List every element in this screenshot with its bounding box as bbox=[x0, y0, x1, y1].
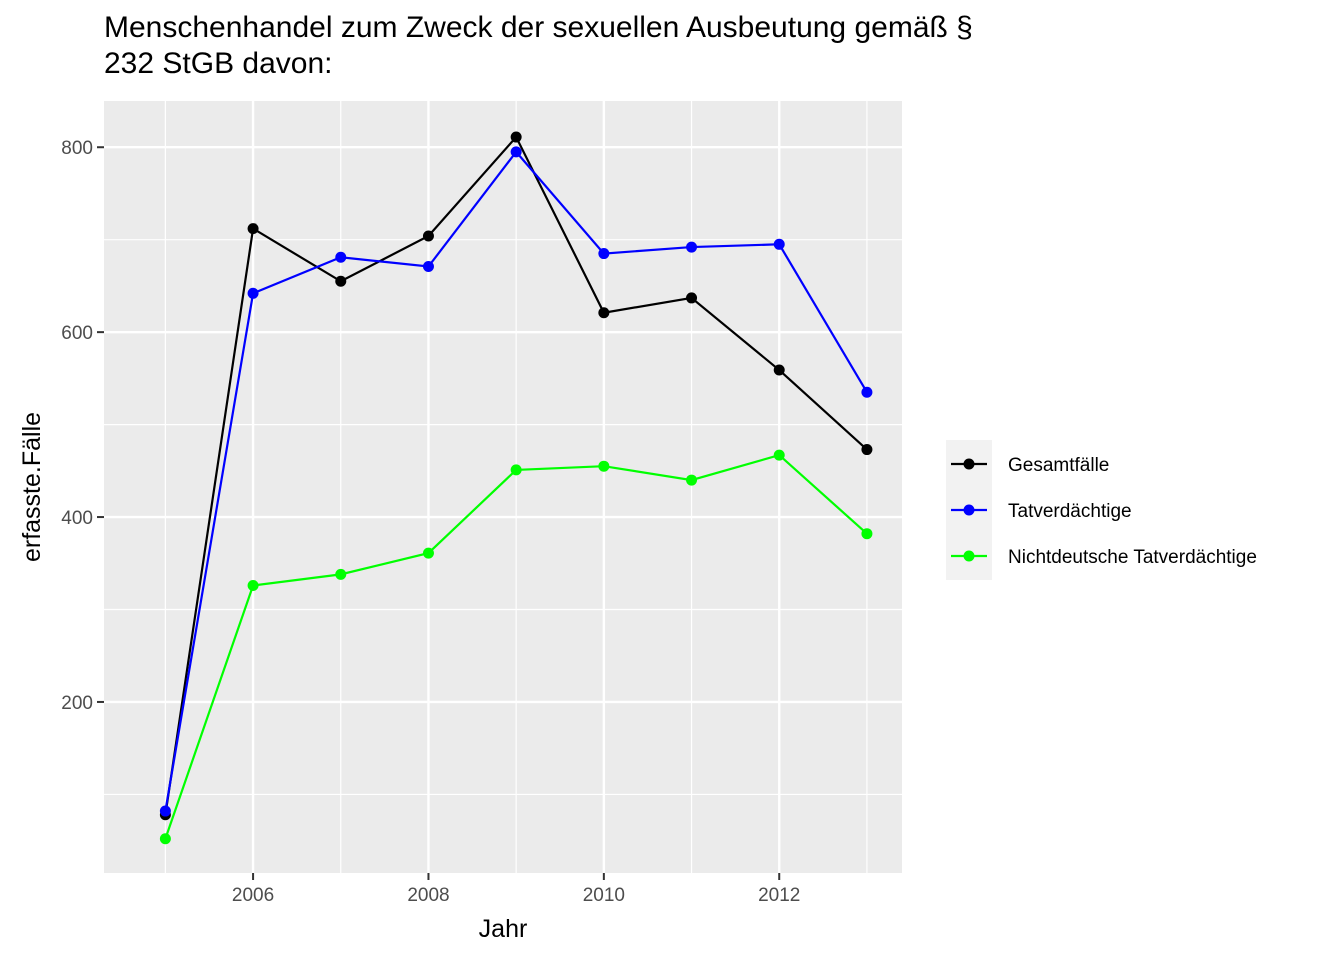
y-axis-title: erfasste.Fälle bbox=[18, 412, 46, 562]
data-point bbox=[598, 460, 610, 472]
data-point bbox=[686, 292, 698, 304]
data-point bbox=[247, 287, 259, 299]
y-tick-label: 600 bbox=[61, 323, 93, 344]
data-point bbox=[335, 251, 347, 263]
data-point bbox=[861, 386, 873, 398]
series-2 bbox=[159, 449, 873, 845]
chart-title: Menschenhandel zum Zweck der sexuellen A… bbox=[104, 11, 973, 80]
data-point bbox=[159, 805, 171, 817]
x-tick-label: 2006 bbox=[232, 885, 274, 906]
y-tick-label: 400 bbox=[61, 508, 93, 529]
data-point bbox=[159, 833, 171, 845]
data-point bbox=[686, 241, 698, 253]
legend-key-point bbox=[963, 504, 975, 516]
data-point bbox=[861, 528, 873, 540]
axes-layer: 2006 2008 2010 2012 200 400 600 800 bbox=[61, 138, 800, 906]
x-tick-label: 2010 bbox=[583, 885, 625, 906]
x-tick-label: 2008 bbox=[407, 885, 449, 906]
legend-label: Tatverdächtige bbox=[1008, 501, 1132, 522]
data-point bbox=[247, 223, 259, 235]
legend: Gesamtfälle Tatverdächtige Nichtdeutsche T… bbox=[946, 440, 1257, 580]
data-point bbox=[510, 146, 522, 158]
data-point bbox=[773, 364, 785, 376]
data-point bbox=[422, 547, 434, 559]
data-point bbox=[510, 464, 522, 476]
plot-panel bbox=[104, 101, 902, 873]
legend-key-point bbox=[963, 458, 975, 470]
data-point bbox=[335, 275, 347, 287]
legend-label: Gesamtfälle bbox=[1008, 455, 1109, 476]
data-point bbox=[422, 260, 434, 272]
y-tick-label: 800 bbox=[61, 138, 93, 159]
data-point bbox=[247, 579, 259, 591]
legend-label: Nichtdeutsche Tatverdächtige bbox=[1008, 547, 1257, 568]
y-tick-label: 200 bbox=[61, 693, 93, 714]
data-point bbox=[773, 238, 785, 250]
data-point bbox=[422, 230, 434, 242]
data-point bbox=[598, 307, 610, 319]
x-tick-label: 2012 bbox=[758, 885, 800, 906]
series-1 bbox=[159, 146, 873, 817]
data-point bbox=[861, 444, 873, 456]
data-point bbox=[686, 474, 698, 486]
data-point bbox=[510, 131, 522, 143]
data-point bbox=[335, 568, 347, 580]
data-point bbox=[598, 248, 610, 260]
data-point bbox=[773, 449, 785, 461]
legend-key-point bbox=[963, 550, 975, 562]
x-axis-title: Jahr bbox=[479, 915, 528, 943]
minor-gridlines bbox=[104, 101, 902, 873]
series-layer bbox=[159, 131, 873, 845]
